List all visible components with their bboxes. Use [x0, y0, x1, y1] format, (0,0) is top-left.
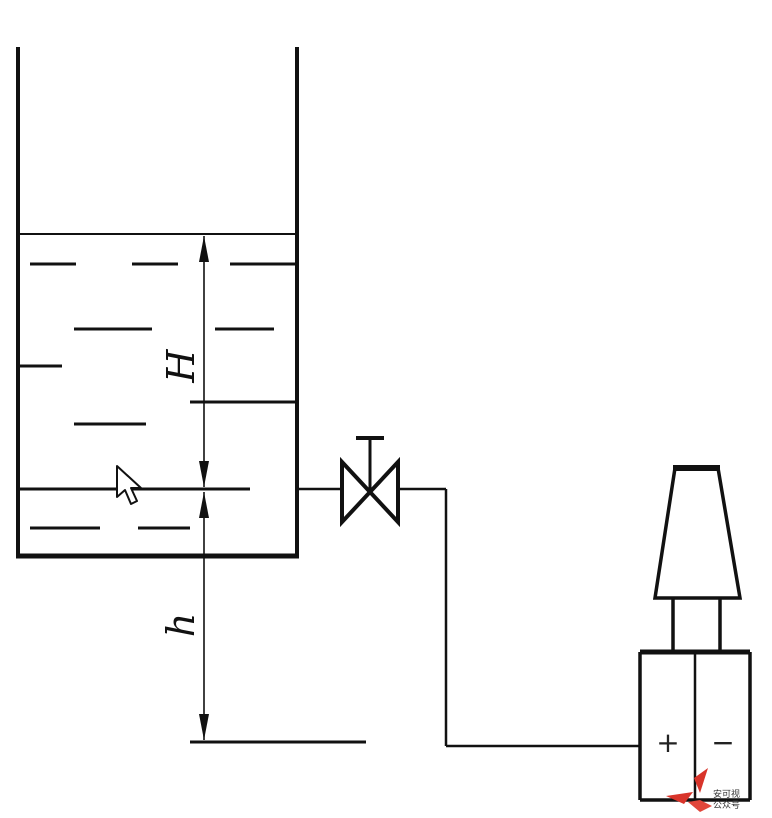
logo-shape	[666, 792, 693, 804]
dimension-h: h	[159, 492, 209, 740]
logo-shape	[694, 768, 708, 793]
valve-body-right	[367, 456, 400, 528]
label-h: h	[159, 613, 203, 637]
valve-icon	[340, 436, 400, 528]
arrowhead-icon	[199, 714, 209, 740]
arrowhead-icon	[199, 236, 209, 262]
arrowhead-icon	[199, 461, 209, 487]
gauge-plus-sign: +	[656, 726, 679, 759]
arrowhead-icon	[199, 492, 209, 518]
watermark-text-line1: 安可视	[713, 788, 740, 800]
watermark-logo-icon: 安可视 公众号	[666, 768, 740, 812]
watermark-text-line2: 公众号	[713, 800, 740, 811]
dimension-H: H	[159, 236, 209, 487]
label-H: H	[159, 349, 203, 384]
pressure-transmitter: + −	[638, 465, 752, 802]
transmitter-head	[652, 466, 743, 600]
liquid-hatching	[20, 262, 295, 530]
valve-body-left	[340, 456, 373, 528]
cursor-arrow	[116, 465, 142, 505]
impulse-pipe	[297, 487, 640, 748]
tank	[16, 47, 299, 559]
logo-shape	[688, 800, 712, 812]
mouse-pointer-icon	[116, 465, 142, 505]
gauge-minus-sign: −	[711, 726, 734, 759]
